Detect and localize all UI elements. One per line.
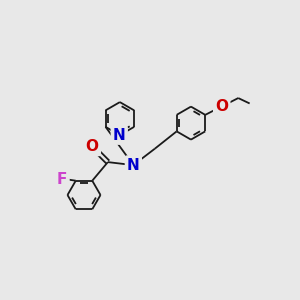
- Text: O: O: [215, 99, 228, 114]
- Text: F: F: [57, 172, 68, 187]
- Text: O: O: [86, 139, 99, 154]
- Text: N: N: [127, 158, 140, 172]
- Text: N: N: [113, 128, 126, 142]
